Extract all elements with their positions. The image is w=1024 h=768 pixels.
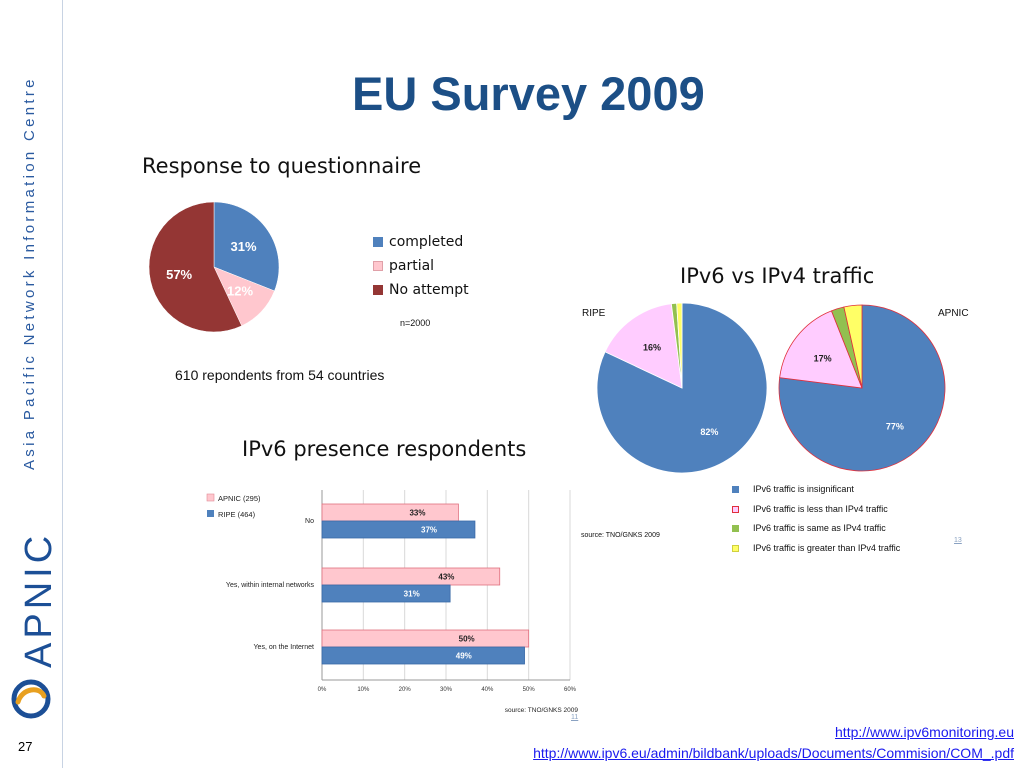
response-heading: Response to questionnaire	[142, 154, 422, 178]
x-tick-label: 10%	[357, 687, 370, 693]
sidebar: Asia Pacific Network Information Centre …	[0, 0, 63, 768]
legend-swatch-apnic-295	[206, 493, 215, 502]
category-label-yes-within-internal-networks: Yes, within internal networks	[226, 582, 315, 589]
presence-bar-chart: 0% 10% 20% 30% 40% 50% 60% APNIC (295) RIPE (464…	[206, 490, 579, 714]
commission-pdf-link[interactable]: http://www.ipv6.eu/admin/bildbank/upload…	[533, 745, 1014, 761]
legend-label-less: IPv6 traffic is less than IPv4 traffic	[753, 504, 888, 514]
legend-less: IPv6 traffic is less than IPv4 traffic	[732, 504, 888, 514]
ipv6monitoring-link[interactable]: http://www.ipv6monitoring.eu	[835, 724, 1014, 740]
x-tick-label: 20%	[399, 687, 412, 693]
presence-footnote-link[interactable]: 11	[571, 714, 579, 721]
legend-swatch-greater	[732, 544, 739, 552]
bar-ripe-464-yes-on-the-internet	[321, 646, 525, 665]
legend-label-apnic-295: APNIC (295)	[218, 494, 261, 503]
apnic-traffic-pie-chart: 77% 17%	[778, 304, 946, 472]
ripe-slice-ipv6-traffic-is-less-than-ipv4-traffic	[604, 303, 683, 389]
legend-swatch-no-attempt	[373, 285, 383, 295]
bar-value-label-apnic-295-no: 33%	[409, 509, 425, 518]
category-label-yes-on-the-internet: Yes, on the Internet	[254, 644, 315, 651]
apnic-logo-word: APNIC	[18, 531, 60, 668]
ripe-slice-ipv6-traffic-is-greater-than-ipv4-traffic	[676, 302, 683, 389]
respondents-note: 610 repondents from 54 countries	[175, 367, 385, 383]
ripe-value-label-ipv6-traffic-is-less-than-ipv4-traffic: 16%	[643, 343, 661, 353]
response-pie-chart: 31% 12% 57%	[148, 201, 280, 333]
bar-value-label-apnic-295-yes-on-the-internet: 50%	[459, 635, 475, 644]
ripe-traffic-pie-chart: 82% 16%	[596, 302, 768, 474]
legend-insignificant: IPv6 traffic is insignificant	[732, 484, 854, 494]
legend-swatch-partial	[373, 261, 383, 271]
legend-swatch-same	[732, 524, 739, 532]
legend-swatch-less	[732, 505, 739, 513]
legend-label-completed: completed	[389, 234, 464, 250]
bar-ripe-464-no	[321, 520, 476, 539]
response-slice-completed	[213, 201, 280, 292]
x-tick-label: 40%	[481, 687, 494, 693]
apnic-slice-ipv6-traffic-is-greater-than-ipv4-traffic	[843, 304, 863, 389]
response-slice-no-attempt	[148, 201, 243, 333]
x-tick-label: 0%	[318, 687, 327, 693]
presence-source: source: TNO/GNKS 2009	[505, 707, 579, 714]
presence-heading: IPv6 presence respondents	[242, 437, 527, 461]
sample-size-note: n=2000	[400, 318, 431, 328]
bar-apnic-295-yes-within-internal-networks	[321, 567, 501, 586]
traffic-footnote-link[interactable]: 13	[954, 537, 962, 544]
apnic-value-label-ipv6-traffic-is-less-than-ipv4-traffic: 17%	[814, 353, 832, 363]
bar-value-label-ripe-464-yes-on-the-internet: 49%	[456, 652, 472, 661]
apnic-slice-ipv6-traffic-is-less-than-ipv4-traffic	[779, 310, 863, 389]
legend-item-partial: partial	[373, 258, 434, 274]
org-name: Asia Pacific Network Information Centre	[21, 76, 38, 470]
bar-ripe-464-yes-within-internal-networks	[321, 584, 451, 603]
x-tick-label: 60%	[564, 687, 577, 693]
apnic-logo-icon	[11, 679, 51, 719]
x-tick-label: 30%	[440, 687, 453, 693]
legend-same: IPv6 traffic is same as IPv4 traffic	[732, 523, 886, 533]
legend-label-partial: partial	[389, 258, 435, 274]
traffic-source: source: TNO/GNKS 2009	[581, 532, 660, 539]
legend-label-same: IPv6 traffic is same as IPv4 traffic	[753, 523, 886, 533]
bar-value-label-ripe-464-no: 37%	[421, 526, 437, 535]
page-title: EU Survey 2009	[352, 67, 705, 120]
legend-swatch-completed	[373, 237, 383, 247]
ripe-slice-ipv6-traffic-is-insignificant	[596, 302, 768, 474]
legend-label-insignificant: IPv6 traffic is insignificant	[753, 484, 854, 494]
x-tick-label: 50%	[523, 687, 536, 693]
legend-label-greater: IPv6 traffic is greater than IPv4 traffi…	[753, 543, 901, 553]
legend-item-no-attempt: No attempt	[373, 282, 469, 298]
legend-label-ripe-464: RIPE (464)	[218, 510, 256, 519]
response-value-label-completed: 31%	[231, 239, 257, 254]
page-number: 27	[18, 739, 33, 754]
ripe-pie-label: RIPE	[582, 308, 606, 319]
category-label-no: No	[305, 518, 314, 525]
bar-value-label-ripe-464-yes-within-internal-networks: 31%	[404, 590, 420, 599]
legend-label-no-attempt: No attempt	[389, 282, 469, 298]
bar-apnic-295-yes-on-the-internet	[321, 629, 530, 648]
apnic-value-label-ipv6-traffic-is-insignificant: 77%	[886, 421, 904, 431]
ripe-value-label-ipv6-traffic-is-insignificant: 82%	[700, 427, 718, 437]
response-value-label-partial: 12%	[227, 283, 253, 298]
legend-swatch-insignificant	[732, 485, 739, 493]
response-value-label-no-attempt: 57%	[166, 267, 192, 282]
legend-item-completed: completed	[373, 234, 463, 250]
apnic-pie-label: APNIC	[938, 308, 969, 319]
bar-apnic-295-no	[321, 503, 459, 522]
legend-swatch-ripe-464	[207, 510, 214, 517]
legend-greater: IPv6 traffic is greater than IPv4 traffi…	[732, 543, 900, 553]
traffic-heading: IPv6 vs IPv4 traffic	[680, 264, 875, 288]
bar-value-label-apnic-295-yes-within-internal-networks: 43%	[438, 573, 454, 582]
